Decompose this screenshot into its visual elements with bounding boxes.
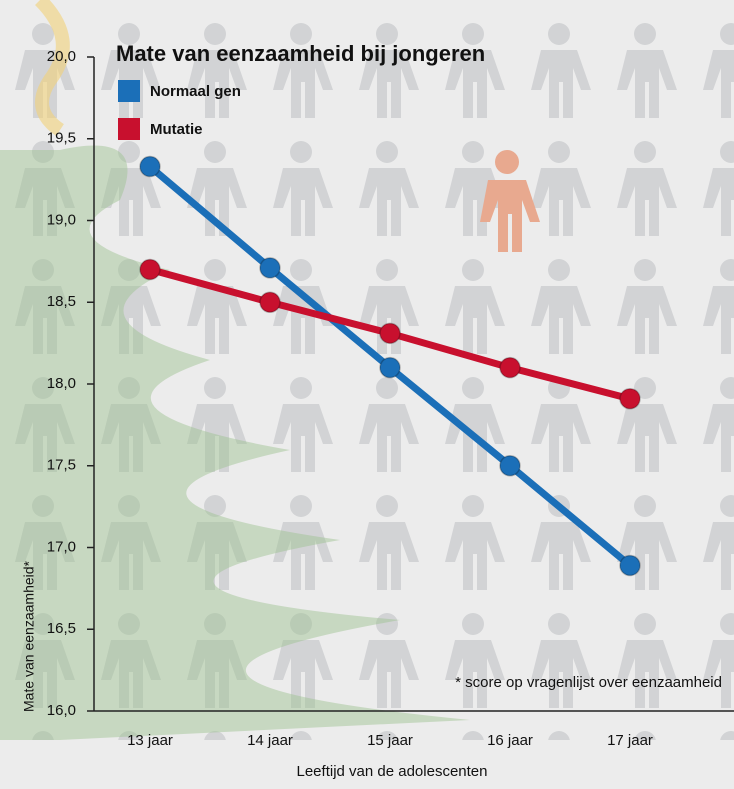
y-tick-label: 18,0 xyxy=(47,375,76,392)
x-tick-label: 14 jaar xyxy=(247,732,293,749)
y-tick-label: 19,0 xyxy=(47,211,76,228)
data-point xyxy=(620,555,640,575)
data-point xyxy=(380,323,400,343)
y-tick-label: 16,5 xyxy=(47,620,76,637)
legend-label: Normaal gen xyxy=(150,83,241,100)
x-tick-label: 15 jaar xyxy=(367,732,413,749)
y-tick-label: 17,0 xyxy=(47,538,76,555)
legend-swatch xyxy=(118,80,140,102)
chart-title: Mate van eenzaamheid bij jongeren xyxy=(116,41,485,66)
data-point xyxy=(260,292,280,312)
data-point xyxy=(140,260,160,280)
x-tick-label: 16 jaar xyxy=(487,732,533,749)
data-point xyxy=(140,157,160,177)
chart: Mate van eenzaamheid bij jongeren Mate v… xyxy=(0,0,734,789)
data-point xyxy=(260,258,280,278)
data-point xyxy=(620,389,640,409)
y-tick-label: 18,5 xyxy=(47,293,76,310)
x-axis-title: Leeftijd van de adolescenten xyxy=(297,763,488,780)
legend-label: Mutatie xyxy=(150,121,203,138)
data-point xyxy=(500,456,520,476)
x-tick-label: 17 jaar xyxy=(607,732,653,749)
annotation: * score op vragenlijst over eenzaamheid xyxy=(455,674,722,691)
y-tick-label: 19,5 xyxy=(47,130,76,147)
data-point xyxy=(500,358,520,378)
x-tick-label: 13 jaar xyxy=(127,732,173,749)
data-point xyxy=(380,358,400,378)
y-tick-label: 20,0 xyxy=(47,48,76,65)
legend-swatch xyxy=(118,118,140,140)
y-axis-title: Mate van eenzaamheid* xyxy=(21,560,37,712)
y-tick-label: 17,5 xyxy=(47,457,76,474)
y-tick-label: 16,0 xyxy=(47,702,76,719)
